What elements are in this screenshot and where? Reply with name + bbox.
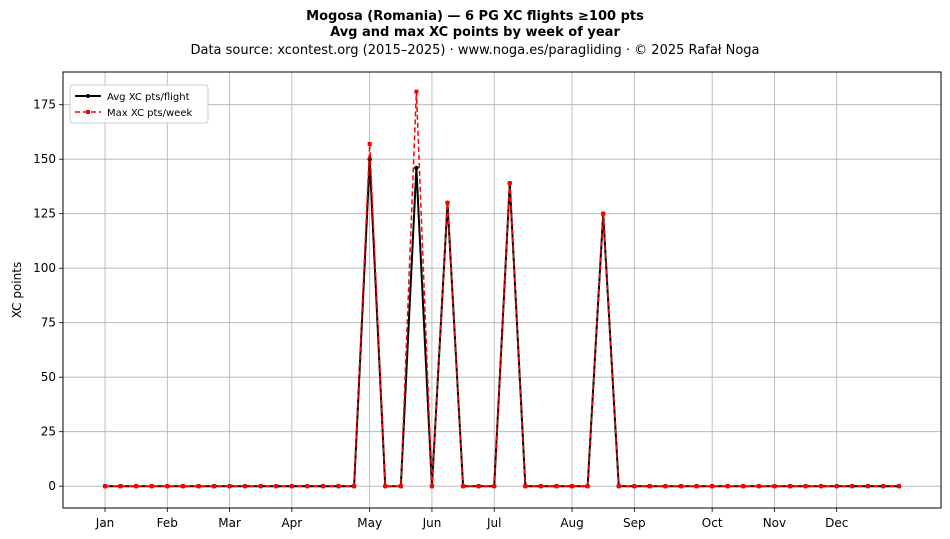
legend: Avg XC pts/flight Max XC pts/week	[69, 84, 209, 124]
data-point-max	[896, 484, 901, 489]
x-tick-label: Nov	[763, 516, 786, 530]
series-layer	[102, 89, 902, 489]
data-point-max	[320, 484, 325, 489]
legend-label-avg: Avg XC pts/flight	[107, 92, 190, 103]
legend-marker-avg	[86, 94, 90, 98]
data-point-max	[227, 484, 232, 489]
x-tick-label: Jun	[422, 516, 442, 530]
y-tick-label: 125	[33, 207, 56, 221]
y-tick-label: 75	[41, 316, 56, 330]
data-point-max	[507, 181, 512, 186]
data-point-max	[414, 89, 419, 94]
data-point-max	[258, 484, 263, 489]
data-point-max	[429, 484, 434, 489]
y-tick-label: 175	[33, 98, 56, 112]
data-point-max	[632, 484, 637, 489]
data-point-max	[725, 484, 730, 489]
legend-label-max: Max XC pts/week	[107, 108, 192, 119]
x-tick-label: Dec	[825, 516, 848, 530]
data-point-max	[118, 484, 123, 489]
data-point-max	[523, 484, 528, 489]
data-point-max	[803, 484, 808, 489]
data-point-max	[834, 484, 839, 489]
x-axis: Jan Feb Mar Apr May Jun Jul Aug Sep Oct Nov Dec	[95, 508, 848, 530]
x-tick-label: May	[357, 516, 382, 530]
data-point-avg	[414, 165, 419, 171]
data-point-max	[787, 484, 792, 489]
data-point-max	[756, 484, 761, 489]
data-point-max	[149, 484, 154, 489]
data-point-max	[865, 484, 870, 489]
data-point-max	[212, 484, 217, 489]
data-point-max	[601, 211, 606, 216]
y-axis: 0 25 50 75 100 125 150 175	[33, 98, 63, 493]
data-point-max	[476, 484, 481, 489]
data-point-max	[538, 484, 543, 489]
data-point-max	[398, 484, 403, 489]
data-point-max	[616, 484, 621, 489]
x-tick-label: Jan	[95, 516, 115, 530]
data-point-max	[710, 484, 715, 489]
data-point-max	[289, 484, 294, 489]
x-tick-label: Apr	[281, 516, 302, 530]
data-point-max	[352, 484, 357, 489]
data-point-max	[819, 484, 824, 489]
y-axis-label: XC points	[10, 262, 24, 318]
data-point-max	[165, 484, 170, 489]
y-tick-label: 0	[48, 479, 56, 493]
data-point-max	[741, 484, 746, 489]
data-point-max	[570, 484, 575, 489]
legend-marker-max	[86, 110, 90, 114]
x-tick-label: Mar	[218, 516, 241, 530]
plot-frame	[62, 71, 942, 509]
data-point-max	[492, 484, 497, 489]
data-point-max	[881, 484, 886, 489]
data-point-max	[243, 484, 248, 489]
data-point-max	[445, 200, 450, 205]
x-tick-label: Sep	[623, 516, 646, 530]
data-point-max	[850, 484, 855, 489]
data-source-note: Data source: xcontest.org (2015–2025) · …	[190, 43, 760, 58]
x-tick-label: Jul	[486, 516, 501, 530]
x-tick-label: Feb	[157, 516, 178, 530]
data-point-max	[772, 484, 777, 489]
data-point-max	[134, 484, 139, 489]
data-point-max	[383, 484, 388, 489]
y-tick-label: 150	[33, 152, 56, 166]
grid-lines	[63, 72, 941, 508]
chart-subtitle: Avg and max XC points by week of year	[330, 25, 620, 40]
data-point-max	[694, 484, 699, 489]
data-point-max	[585, 484, 590, 489]
data-point-max	[461, 484, 466, 489]
data-point-max	[180, 484, 185, 489]
data-point-max	[274, 484, 279, 489]
chart-title: Mogosa (Romania) — 6 PG XC flights ≥100 …	[306, 9, 644, 24]
data-point-max	[554, 484, 559, 489]
data-point-max	[196, 484, 201, 489]
y-tick-label: 25	[41, 425, 56, 439]
x-tick-label: Aug	[560, 516, 583, 530]
data-point-max	[647, 484, 652, 489]
series-line-max	[105, 90, 899, 487]
x-tick-label: Oct	[702, 516, 723, 530]
legend-box	[69, 84, 209, 124]
data-point-max	[336, 484, 341, 489]
data-point-max	[305, 484, 310, 489]
data-point-max	[663, 484, 668, 489]
data-point-max	[103, 484, 108, 489]
y-tick-label: 50	[41, 370, 56, 384]
data-point-max	[679, 484, 684, 489]
y-tick-label: 100	[33, 261, 56, 275]
data-point-max	[367, 141, 372, 146]
